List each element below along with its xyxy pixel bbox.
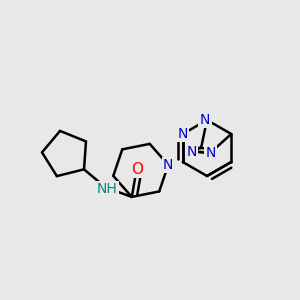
Text: NH: NH: [97, 182, 118, 196]
Text: N: N: [163, 158, 173, 172]
Text: N: N: [200, 113, 210, 127]
Text: N: N: [187, 145, 197, 158]
Text: N: N: [205, 146, 216, 160]
Text: N: N: [178, 127, 188, 141]
Text: O: O: [130, 162, 142, 177]
